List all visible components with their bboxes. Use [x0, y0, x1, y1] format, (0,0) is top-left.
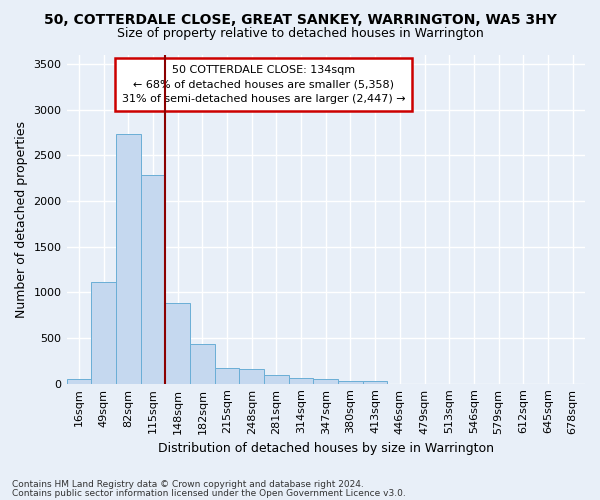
- Bar: [363, 382, 388, 384]
- Bar: [313, 379, 338, 384]
- Bar: [190, 344, 215, 384]
- Text: Contains public sector information licensed under the Open Government Licence v3: Contains public sector information licen…: [12, 489, 406, 498]
- Bar: [165, 304, 190, 384]
- Bar: [239, 368, 264, 384]
- Bar: [264, 375, 289, 384]
- Text: 50 COTTERDALE CLOSE: 134sqm
← 68% of detached houses are smaller (5,358)
31% of : 50 COTTERDALE CLOSE: 134sqm ← 68% of det…: [122, 65, 406, 104]
- Bar: [67, 378, 91, 384]
- Bar: [91, 282, 116, 384]
- Y-axis label: Number of detached properties: Number of detached properties: [15, 121, 28, 318]
- Text: 50, COTTERDALE CLOSE, GREAT SANKEY, WARRINGTON, WA5 3HY: 50, COTTERDALE CLOSE, GREAT SANKEY, WARR…: [44, 12, 556, 26]
- Text: Contains HM Land Registry data © Crown copyright and database right 2024.: Contains HM Land Registry data © Crown c…: [12, 480, 364, 489]
- Bar: [289, 378, 313, 384]
- X-axis label: Distribution of detached houses by size in Warrington: Distribution of detached houses by size …: [158, 442, 494, 455]
- Bar: [116, 134, 140, 384]
- Text: Size of property relative to detached houses in Warrington: Size of property relative to detached ho…: [116, 28, 484, 40]
- Bar: [215, 368, 239, 384]
- Bar: [140, 174, 165, 384]
- Bar: [338, 381, 363, 384]
